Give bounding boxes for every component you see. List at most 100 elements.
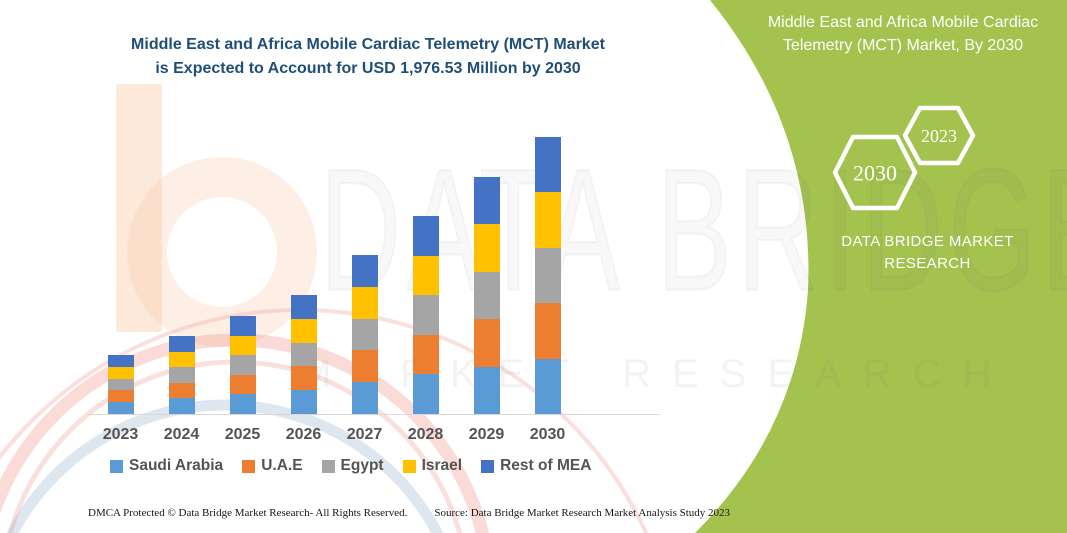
chart-title: Middle East and Africa Mobile Cardiac Te… [78,33,658,81]
bar-column-2025 [212,137,273,414]
bar-segment-2026-saudi-arabia [290,390,317,414]
x-axis-label-2027: 2027 [346,426,383,443]
bar-segment-2027-saudi-arabia [351,382,378,414]
bar-stack-2025 [229,316,256,414]
bar-segment-2023-israel [107,366,134,379]
x-axis-label-2029: 2029 [468,426,505,443]
bar-column-2027 [334,137,395,414]
bar-segment-2024-rest-of-mea [168,336,195,352]
bar-segment-2028-egypt [412,295,439,335]
x-axis-label-2025: 2025 [224,426,261,443]
legend-label: Saudi Arabia [129,457,224,474]
hexagon-2030-label: 2030 [853,161,897,186]
chart-title-line1: Middle East and Africa Mobile Cardiac Te… [131,36,605,53]
bar-segment-2025-egypt [229,355,256,375]
bar-stack-2028 [412,216,439,414]
bar-segment-2024-saudi-arabia [168,398,195,414]
logo-swoosh-arc-blue [6,399,444,533]
bar-segment-2023-saudi-arabia [107,402,134,414]
logo-b-bowl [127,157,317,347]
bar-segment-2029-rest-of-mea [473,176,500,225]
bar-segment-2026-egypt [290,342,317,367]
source-note: Source: Data Bridge Market Research Mark… [434,507,731,519]
x-axis-label-2030: 2030 [529,426,566,443]
bar-segment-2030-u-a-e [534,303,561,359]
hexagon-2030 [832,134,918,211]
bar-segment-2024-egypt [168,367,195,383]
bar-segment-2028-rest-of-mea [412,216,439,256]
dmca-notice: DMCA Protected © Data Bridge Market Rese… [88,507,408,519]
bar-segment-2027-egypt [351,318,378,351]
bar-column-2030 [517,137,578,414]
bar-segment-2030-israel [534,192,561,248]
bar-segment-2023-u-a-e [107,390,134,403]
bar-segment-2030-egypt [534,247,561,304]
x-axis-label-2023: 2023 [102,426,139,443]
year-hexagons: 2030 2023 [832,105,976,211]
legend-label: Israel [421,457,463,474]
bar-stack-2026 [290,295,317,414]
bar-column-2024 [151,137,212,414]
x-axis-line [88,414,660,415]
bar-stack-2030 [534,137,561,414]
bar-segment-2030-rest-of-mea [534,137,561,193]
bar-chart-plot-area [90,137,578,414]
bar-segment-2025-rest-of-mea [229,316,256,336]
bar-segment-2024-u-a-e [168,382,195,399]
x-axis-label-2024: 2024 [163,426,200,443]
legend-item-u-a-e: U.A.E [242,457,303,475]
logo-b-stem [116,84,162,332]
bar-stack-2023 [107,355,134,414]
bar-column-2028 [395,137,456,414]
legend-item-israel: Israel [402,457,463,475]
brand-line2: RESEARCH [884,255,971,272]
legend-swatch [242,459,256,473]
bar-column-2026 [273,137,334,414]
footer: DMCA Protected © Data Bridge Market Rese… [88,507,730,519]
bar-segment-2030-saudi-arabia [534,358,561,414]
brand-line1: DATA BRIDGE MARKET [841,233,1014,250]
bar-segment-2028-israel [412,255,439,296]
legend-label: Rest of MEA [500,457,592,474]
legend-swatch [321,459,335,473]
bar-segment-2028-u-a-e [412,334,439,375]
bar-segment-2026-u-a-e [290,366,317,391]
bar-segment-2023-rest-of-mea [107,355,134,367]
legend-item-saudi-arabia: Saudi Arabia [110,457,223,475]
legend-label: U.A.E [261,457,303,474]
chart-title-line2: is Expected to Account for USD 1,976.53 … [155,60,581,77]
bar-segment-2027-u-a-e [351,350,378,383]
bar-stack-2027 [351,255,378,414]
legend-item-egypt: Egypt [321,457,384,475]
bar-segment-2029-saudi-arabia [473,366,500,414]
hexagon-2023 [902,105,976,166]
bar-segment-2029-u-a-e [473,319,500,367]
bar-segment-2023-egypt [107,378,134,391]
side-panel-title: Middle East and Africa Mobile Cardiac Te… [767,14,1039,54]
bar-segment-2026-israel [290,318,317,343]
x-axis-labels: 2023 2024 2025 2026 2027 2028 2029 2030 [90,426,578,444]
bar-segment-2029-israel [473,224,500,272]
legend-label: Egypt [340,457,384,474]
bar-column-2023 [90,137,151,414]
bar-segment-2027-rest-of-mea [351,255,378,287]
legend-swatch [481,459,495,473]
bar-column-2029 [456,137,517,414]
bar-segment-2025-israel [229,335,256,356]
hexagon-2023-label: 2023 [921,126,957,146]
legend-item-rest-of-mea: Rest of MEA [481,457,591,475]
bar-segment-2029-egypt [473,271,500,320]
bar-segment-2025-saudi-arabia [229,394,256,414]
bar-stack-2029 [473,176,500,414]
bar-segment-2028-saudi-arabia [412,374,439,414]
brand-wordmark: DATA BRIDGE MARKET RESEARCH [795,231,1060,275]
legend-swatch [402,459,416,473]
bar-segment-2025-u-a-e [229,374,256,395]
legend-swatch [110,459,123,473]
x-axis-label-2028: 2028 [407,426,444,443]
bar-stack-2024 [168,336,195,414]
x-axis-label-2026: 2026 [285,426,322,443]
bar-segment-2026-rest-of-mea [290,295,317,319]
bar-segment-2027-israel [351,286,378,319]
